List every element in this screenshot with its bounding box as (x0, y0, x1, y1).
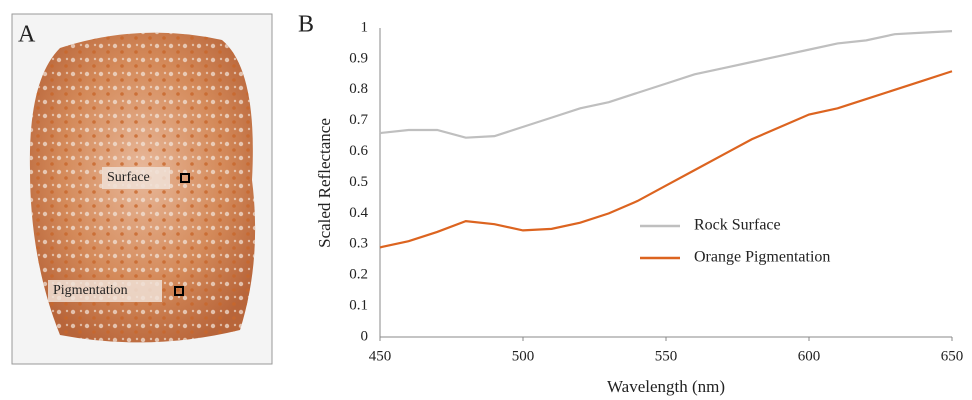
label-box (102, 167, 170, 189)
x-tick-label: 550 (655, 348, 678, 364)
y-tick-label: 0.3 (349, 236, 368, 252)
y-tick-label: 0.8 (349, 81, 368, 97)
x-axis-label: Wavelength (nm) (607, 377, 725, 396)
x-tick-label: 500 (512, 348, 535, 364)
marker (174, 286, 184, 296)
photo-panel: A Surface Pigmentation (11, 13, 273, 365)
y-tick-label: 0.2 (349, 267, 368, 283)
y-tick-label: 0.6 (349, 143, 368, 159)
y-tick-label: 0.1 (349, 298, 368, 314)
y-tick-label: 0.7 (349, 112, 368, 128)
series-line (379, 29, 953, 139)
y-tick-label: 0.5 (349, 174, 368, 190)
x-tick-label: 650 (941, 348, 964, 364)
photo-label: Surface (107, 170, 150, 185)
x-tick-label: 600 (798, 348, 821, 364)
x-tick-label: 450 (369, 348, 392, 364)
y-tick-label: 0.9 (349, 50, 368, 66)
photo-label: Pigmentation (53, 283, 128, 298)
panel-letter: B (298, 12, 314, 38)
legend-label: Orange Pigmentation (694, 249, 830, 266)
y-axis-label: Scaled Reflectance (315, 118, 334, 248)
y-tick-label: 0 (361, 328, 369, 344)
series-line (379, 70, 953, 249)
panel-letter: A (18, 22, 36, 48)
y-tick-label: 0.4 (349, 205, 368, 221)
y-tick-label: 1 (361, 19, 369, 35)
legend-label: Rock Surface (694, 217, 781, 234)
label-box (48, 280, 162, 302)
marker (180, 173, 190, 183)
